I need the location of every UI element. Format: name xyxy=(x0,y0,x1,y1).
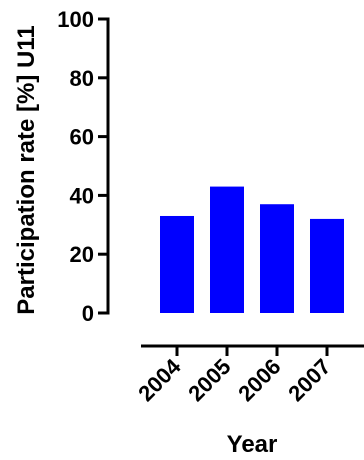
bar-2007 xyxy=(310,218,344,313)
bar-2005 xyxy=(210,186,244,313)
x-tick-label: 2007 xyxy=(283,354,335,406)
bar-2006 xyxy=(260,204,294,313)
x-tick-label: 2005 xyxy=(183,354,235,406)
x-tick-label: 2006 xyxy=(233,354,285,406)
y-tick-label: 20 xyxy=(70,242,94,267)
y-axis: 0 20 40 60 80 100 xyxy=(57,7,110,326)
y-axis-title: Participation rate [%] U11 xyxy=(13,25,40,314)
y-tick-label: 100 xyxy=(57,7,94,32)
y-tick-label: 40 xyxy=(70,183,94,208)
x-axis-title: Year xyxy=(227,431,278,458)
y-tick-label: 80 xyxy=(70,66,94,91)
y-tick-label: 60 xyxy=(70,125,94,150)
bars xyxy=(160,186,344,313)
bar-2004 xyxy=(160,215,194,313)
x-tick-label: 2004 xyxy=(133,353,186,406)
y-tick-label: 0 xyxy=(82,301,94,326)
